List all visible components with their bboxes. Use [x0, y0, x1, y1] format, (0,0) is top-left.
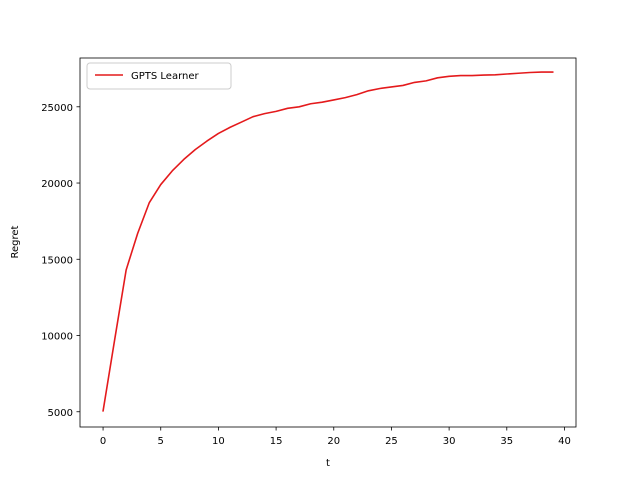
- x-tick-label-35: 35: [500, 436, 513, 447]
- x-tick-label-25: 25: [385, 436, 398, 447]
- y-tick-label-20000: 20000: [41, 179, 73, 190]
- plot-frame: [79, 57, 577, 428]
- y-tick-label-25000: 25000: [41, 103, 73, 114]
- y-tick-label-5000: 5000: [48, 408, 73, 419]
- legend-label-gpts-learner: GPTS Learner: [131, 71, 200, 82]
- legend-frame: [86, 62, 232, 90]
- x-tick-label-10: 10: [212, 436, 225, 447]
- x-tick-label-15: 15: [270, 436, 283, 447]
- y-tick-label-10000: 10000: [41, 332, 73, 343]
- x-axis-label: t: [326, 458, 330, 469]
- x-tick-label-30: 30: [443, 436, 456, 447]
- series-line-gpts-learner: [102, 71, 554, 412]
- y-tick-label-15000: 15000: [41, 255, 73, 266]
- x-tick-label-0: 0: [100, 436, 106, 447]
- x-tick-label-20: 20: [327, 436, 340, 447]
- y-axis-label: Regret: [10, 225, 21, 258]
- axes-layer: 0 5 10 15 20 25 30 35 40 5000 10000 15000 20000 25000: [41, 57, 577, 447]
- x-tick-label-40: 40: [558, 436, 571, 447]
- legend: GPTS Learner: [86, 62, 232, 90]
- x-tick-label-5: 5: [158, 436, 164, 447]
- plot-layer: [102, 71, 554, 412]
